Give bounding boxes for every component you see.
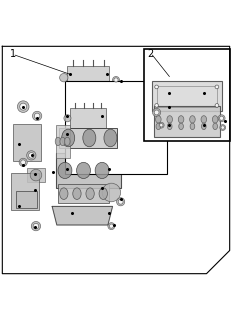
Ellipse shape (118, 199, 122, 204)
Ellipse shape (32, 111, 42, 121)
Ellipse shape (178, 123, 182, 130)
Ellipse shape (155, 123, 160, 130)
Bar (55, 125, 69, 158)
Ellipse shape (113, 78, 118, 82)
Bar (27, 168, 45, 182)
Ellipse shape (107, 223, 114, 229)
Ellipse shape (212, 123, 217, 130)
Ellipse shape (17, 101, 29, 112)
Bar (11, 173, 39, 210)
Ellipse shape (158, 122, 163, 128)
Ellipse shape (95, 162, 109, 179)
Ellipse shape (201, 123, 205, 130)
Ellipse shape (167, 123, 171, 130)
Ellipse shape (189, 116, 195, 123)
Ellipse shape (214, 85, 218, 89)
Ellipse shape (200, 116, 206, 123)
Ellipse shape (152, 108, 160, 116)
Ellipse shape (73, 188, 81, 199)
Ellipse shape (34, 113, 40, 119)
Ellipse shape (219, 116, 223, 120)
Bar (156, 86, 216, 107)
Ellipse shape (27, 151, 36, 160)
Ellipse shape (33, 223, 39, 229)
Ellipse shape (112, 76, 119, 84)
Bar (67, 66, 109, 89)
Ellipse shape (154, 104, 158, 107)
Ellipse shape (58, 162, 72, 179)
Ellipse shape (55, 137, 61, 146)
Ellipse shape (116, 198, 124, 206)
Ellipse shape (59, 74, 68, 82)
Ellipse shape (30, 169, 42, 181)
Ellipse shape (178, 116, 183, 123)
Ellipse shape (166, 116, 172, 123)
Ellipse shape (76, 162, 90, 179)
Ellipse shape (154, 85, 158, 89)
Ellipse shape (64, 115, 71, 122)
Ellipse shape (159, 124, 162, 127)
Ellipse shape (109, 224, 113, 228)
Ellipse shape (85, 188, 94, 199)
Ellipse shape (153, 110, 158, 115)
Ellipse shape (103, 129, 116, 147)
Ellipse shape (212, 116, 217, 123)
Text: 1: 1 (10, 49, 16, 59)
Ellipse shape (155, 116, 160, 123)
Ellipse shape (31, 221, 40, 231)
Ellipse shape (219, 124, 225, 131)
Bar (151, 81, 221, 111)
Bar (65, 81, 166, 174)
Ellipse shape (19, 158, 27, 166)
Bar (13, 124, 40, 161)
Ellipse shape (82, 129, 95, 147)
Bar (143, 49, 229, 141)
Ellipse shape (59, 188, 68, 199)
Ellipse shape (99, 188, 107, 199)
Ellipse shape (217, 115, 224, 122)
Bar (16, 191, 37, 208)
Bar (70, 108, 105, 128)
Ellipse shape (64, 137, 70, 146)
Bar (55, 153, 120, 188)
Ellipse shape (214, 104, 218, 107)
Ellipse shape (220, 126, 223, 129)
Ellipse shape (189, 123, 194, 130)
Text: 2: 2 (147, 49, 153, 59)
Bar (58, 184, 109, 203)
Ellipse shape (28, 153, 34, 158)
Ellipse shape (21, 160, 25, 165)
Ellipse shape (102, 183, 120, 202)
Bar (153, 106, 219, 137)
Bar (59, 127, 117, 148)
Ellipse shape (20, 103, 27, 110)
Ellipse shape (61, 129, 74, 147)
Polygon shape (52, 206, 112, 225)
Ellipse shape (60, 137, 65, 146)
